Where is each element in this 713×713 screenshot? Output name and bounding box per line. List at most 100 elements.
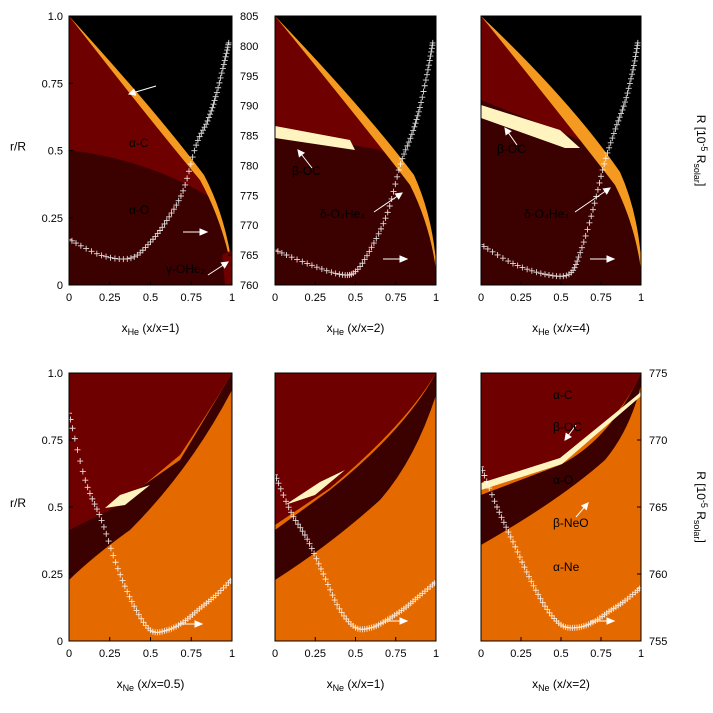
x-tick-label: 0.25 bbox=[510, 292, 531, 304]
series-point bbox=[590, 206, 596, 213]
series-markers bbox=[66, 39, 232, 263]
series-point bbox=[89, 495, 96, 502]
series-point bbox=[537, 595, 544, 602]
series-point bbox=[196, 133, 203, 140]
annotation-head bbox=[602, 187, 611, 195]
x-tick-label: 0.5 bbox=[348, 292, 363, 304]
series-point bbox=[419, 94, 426, 101]
series-point bbox=[620, 103, 627, 110]
x-tick-label: 1 bbox=[638, 292, 644, 304]
right-axis-arrow bbox=[383, 617, 409, 625]
region-beta-oc bbox=[275, 126, 355, 150]
series-point bbox=[380, 220, 387, 227]
top-right-labels: β-OC δ-O₄He₄ bbox=[497, 142, 569, 221]
x-tick-label: 1 bbox=[229, 292, 235, 304]
series-point bbox=[288, 254, 295, 261]
series-point bbox=[140, 619, 147, 626]
series-point bbox=[514, 548, 521, 555]
series-point bbox=[224, 47, 231, 54]
x-tick-label: 0.75 bbox=[385, 648, 406, 660]
annotation-arrows bbox=[127, 85, 611, 518]
series-point bbox=[304, 536, 311, 543]
series-point bbox=[535, 591, 542, 598]
series-point bbox=[578, 244, 585, 251]
x-tick-label: 0.5 bbox=[553, 648, 568, 660]
right-axis-arrow bbox=[590, 255, 616, 263]
series-point bbox=[537, 270, 544, 277]
series-point bbox=[546, 609, 553, 616]
series-point bbox=[327, 586, 334, 593]
series-point bbox=[299, 528, 306, 535]
series-markers bbox=[478, 463, 644, 631]
series-point bbox=[334, 601, 341, 608]
label-epsilon-c4he2: ε-C₄He₂ bbox=[130, 69, 173, 83]
series-point bbox=[479, 467, 486, 474]
panel-bottom-middle bbox=[275, 373, 436, 641]
series-point bbox=[173, 202, 180, 209]
series-point bbox=[283, 251, 290, 258]
annotation-head bbox=[297, 149, 305, 158]
series-point bbox=[399, 155, 406, 162]
series-point bbox=[530, 582, 537, 589]
series-point bbox=[505, 258, 512, 265]
series-point bbox=[526, 573, 532, 580]
series-point bbox=[533, 269, 540, 276]
x-tick-label: 0 bbox=[478, 648, 484, 660]
series-point bbox=[328, 269, 335, 276]
series-point bbox=[318, 565, 324, 572]
label-beta-oc: β-OC bbox=[497, 142, 526, 156]
series-point bbox=[159, 224, 166, 231]
annotation-line bbox=[574, 187, 611, 213]
x-tick-label: 1 bbox=[433, 648, 439, 660]
series-point bbox=[203, 121, 210, 128]
y-tick-label: 0.75 bbox=[42, 435, 63, 447]
series-point bbox=[359, 260, 366, 267]
region-alpha-he bbox=[69, 16, 232, 265]
series-point bbox=[539, 599, 546, 606]
region-alpha-c bbox=[481, 373, 641, 485]
series-point bbox=[625, 85, 632, 92]
series-point bbox=[395, 166, 402, 173]
label-delta-c4he4: δ-C₄He₄ bbox=[130, 55, 175, 69]
series-point bbox=[208, 107, 215, 114]
series-point bbox=[392, 181, 399, 188]
y2-axis-label: R [10-5 Rsolar] bbox=[692, 471, 709, 543]
series-point bbox=[318, 265, 325, 272]
right-axis-arrow bbox=[178, 620, 204, 628]
series-point bbox=[135, 611, 142, 618]
series-point bbox=[121, 583, 128, 590]
series-point bbox=[505, 529, 512, 536]
series-point bbox=[528, 267, 535, 274]
series-markers bbox=[478, 39, 641, 280]
series-point bbox=[582, 232, 589, 239]
series-point bbox=[366, 248, 373, 255]
series-point bbox=[217, 74, 224, 81]
series-point bbox=[545, 271, 552, 278]
series-point bbox=[217, 587, 224, 594]
series-point bbox=[624, 90, 631, 97]
series-point bbox=[394, 173, 401, 180]
series-point bbox=[532, 587, 539, 594]
series-point bbox=[512, 543, 519, 550]
series-point bbox=[329, 592, 336, 599]
series-point bbox=[361, 256, 368, 263]
series-point bbox=[295, 521, 301, 528]
series-point bbox=[575, 254, 582, 261]
series-point bbox=[542, 603, 548, 610]
series-point bbox=[221, 57, 228, 64]
series-point bbox=[604, 149, 611, 156]
y2-tick-label: 780 bbox=[240, 160, 258, 172]
series-point bbox=[584, 226, 591, 233]
y-tick-label: 1.0 bbox=[48, 11, 63, 23]
series-point bbox=[425, 62, 432, 69]
panel-top-left bbox=[69, 16, 232, 285]
series-point bbox=[112, 559, 119, 566]
label-beta-neo: β-NeO bbox=[553, 516, 589, 530]
annotation-head bbox=[580, 502, 589, 511]
series-point bbox=[496, 509, 503, 516]
panel-bottom-left bbox=[69, 373, 232, 641]
series-point bbox=[423, 71, 430, 78]
series-point bbox=[572, 261, 579, 268]
series-point bbox=[634, 39, 641, 46]
series-markers bbox=[66, 410, 235, 636]
